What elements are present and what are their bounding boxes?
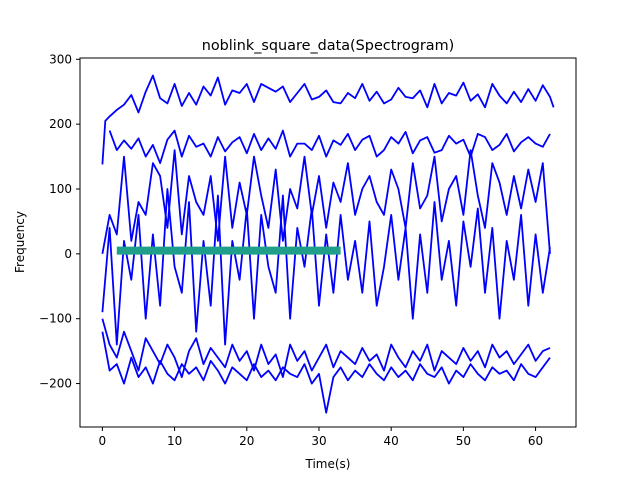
- plot-area: 0 10 20 30 40 50 60 −200 −100 0 100 200 300: [39, 52, 577, 448]
- chart-title: noblink_square_data(Spectrogram): [202, 38, 455, 54]
- series-line-1: [101, 74, 555, 165]
- x-tick-label: 40: [384, 434, 399, 448]
- y-tick-label: −200: [39, 377, 72, 391]
- x-tick-label: 50: [456, 434, 471, 448]
- x-tick-label: 0: [99, 434, 107, 448]
- y-tick-label: 300: [49, 52, 72, 66]
- x-tick-label: 60: [528, 434, 543, 448]
- y-axis-label: Frequency: [13, 211, 27, 273]
- axes-frame: [79, 57, 577, 428]
- y-tick-label: 200: [49, 117, 72, 131]
- y-tick-label: −100: [39, 312, 72, 326]
- y-tick-label: 100: [49, 182, 72, 196]
- x-tick-label: 30: [311, 434, 326, 448]
- x-axis: 0 10 20 30 40 50 60: [99, 427, 543, 448]
- series-line-6: [101, 331, 551, 414]
- y-tick-label: 0: [64, 247, 72, 261]
- series-layer: [101, 74, 555, 414]
- series-line-2: [108, 129, 551, 165]
- x-tick-label: 10: [167, 434, 182, 448]
- x-axis-label: Time(s): [305, 457, 351, 471]
- y-axis: −200 −100 0 100 200 300: [39, 52, 80, 391]
- series-line-5: [101, 318, 551, 379]
- series-line-3: [101, 149, 551, 254]
- series-line-4: [101, 188, 551, 346]
- x-tick-label: 20: [239, 434, 254, 448]
